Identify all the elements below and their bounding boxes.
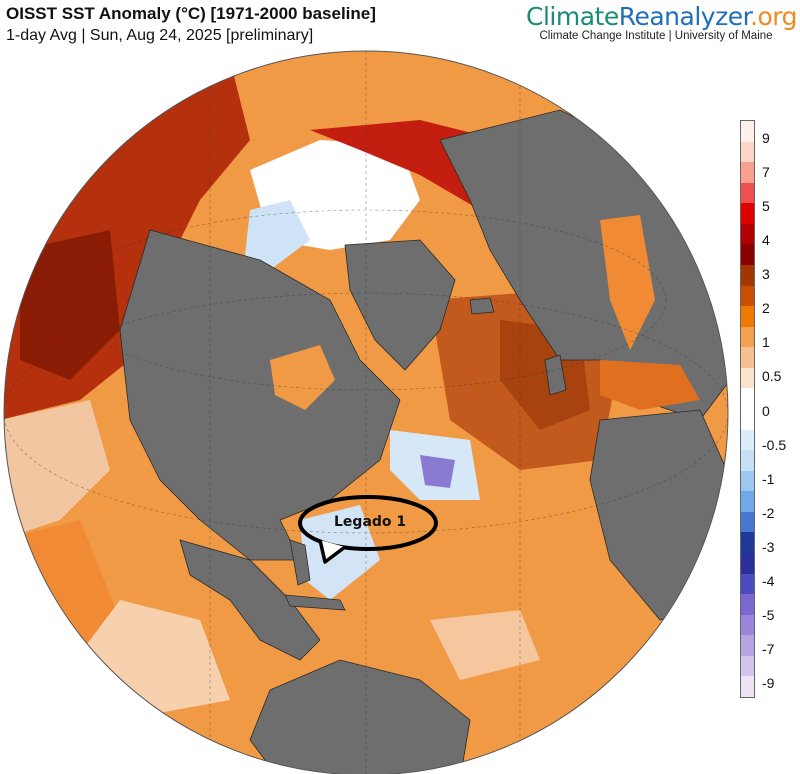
annotation-pointer: [318, 539, 347, 564]
colorbar-segment: [741, 162, 754, 184]
climate-reanalyzer-logo[interactable]: ClimateReanalyzer.org: [526, 2, 798, 31]
colorbar-segment: [741, 306, 754, 328]
colorbar-segment: [741, 367, 754, 389]
colorbar-segment: [741, 676, 754, 698]
colorbar-tick-label: 4: [762, 232, 770, 249]
colorbar-segment: [741, 223, 754, 245]
colorbar-segment: [741, 594, 754, 616]
page-title: OISST SST Anomaly (°C) [1971-2000 baseli…: [6, 4, 376, 23]
colorbar-tick-label: 7: [762, 164, 770, 181]
logo-reanalyzer: Reanalyzer: [618, 2, 751, 31]
colorbar-segment: [741, 265, 754, 287]
colorbar-segment: [741, 635, 754, 657]
annotation-label: Legado 1: [334, 514, 407, 530]
colorbar-tick-label: 2: [762, 300, 770, 317]
colorbar-segment: [741, 470, 754, 492]
cuba-land: [284, 594, 346, 611]
baltic-sea: [600, 215, 655, 350]
colorbar-segment: [741, 388, 754, 410]
colorbar-segment: [741, 573, 754, 595]
annotation-ellipse[interactable]: [298, 495, 438, 551]
colorbar-segment: [741, 244, 754, 266]
colorbar-segment: [741, 532, 754, 554]
colorbar-tick-label: -2: [762, 504, 775, 521]
globe-surface: [4, 51, 728, 774]
colorbar-segment: [741, 511, 754, 533]
colorbar-tick-label: -0.5: [762, 436, 787, 453]
arctic-cool-patch: [245, 200, 310, 270]
colorbar-segment: [741, 326, 754, 348]
colorbar-tick-label: -9: [762, 675, 775, 691]
brand-affiliation: Climate Change Institute | University of…: [539, 30, 773, 42]
graticule: [4, 51, 728, 774]
iceland-land: [469, 297, 495, 315]
ne-pacific-hotspot: [20, 230, 120, 380]
colorbar-tick-label: 9: [762, 130, 770, 146]
greenland-land: [344, 239, 456, 371]
north-america-land: [119, 229, 401, 561]
colorbar-tick-label: 5: [762, 198, 770, 215]
colorbar-segment: [741, 203, 754, 225]
colorbar-segment: [741, 182, 754, 204]
colorbar-tick-label: -1: [762, 470, 775, 487]
tropical-atlantic-mild: [430, 610, 540, 680]
hudson-bay: [270, 345, 335, 410]
mediterranean-sea: [600, 360, 700, 410]
colorbar-tick-label: -5: [762, 606, 775, 623]
pacific-cool-band: [4, 400, 110, 540]
colorbar-segment: [741, 655, 754, 677]
south-america-land: [249, 659, 471, 774]
colorbar-tick-label: 0: [762, 402, 770, 419]
colorbar-segment: [741, 429, 754, 451]
florida-land: [289, 539, 311, 586]
colorbar-tick-label: 0.5: [762, 368, 782, 385]
uk-land: [544, 354, 567, 396]
colorbar-tick-label: 1: [762, 334, 770, 351]
colorbar-segment: [741, 141, 754, 163]
colorbar-segment: [741, 450, 754, 472]
logo-org: .org: [750, 2, 798, 31]
colorbar-segment: [741, 614, 754, 636]
colorbar-segment: [741, 347, 754, 369]
colorbar: [740, 120, 755, 698]
colorbar-tick-label: -4: [762, 572, 775, 589]
colorbar-segment: [741, 409, 754, 431]
logo-climate: Climate: [526, 2, 619, 31]
colorbar-tick-label: -3: [762, 538, 775, 555]
colorbar-segment: [741, 285, 754, 307]
central-america-land: [179, 539, 321, 661]
nw-atlantic-cold-core: [420, 455, 455, 488]
colorbar-segment: [741, 121, 754, 143]
colorbar-segment: [741, 491, 754, 513]
colorbar-tick-label: -7: [762, 640, 775, 657]
brand-block: ClimateReanalyzer.org Climate Change Ins…: [526, 2, 798, 42]
globe-outline: [3, 50, 729, 774]
colorbar-tick-label: 3: [762, 266, 770, 283]
page-subtitle: 1-day Avg | Sun, Aug 24, 2025 [prelimina…: [6, 27, 314, 44]
colorbar-segment: [741, 553, 754, 575]
